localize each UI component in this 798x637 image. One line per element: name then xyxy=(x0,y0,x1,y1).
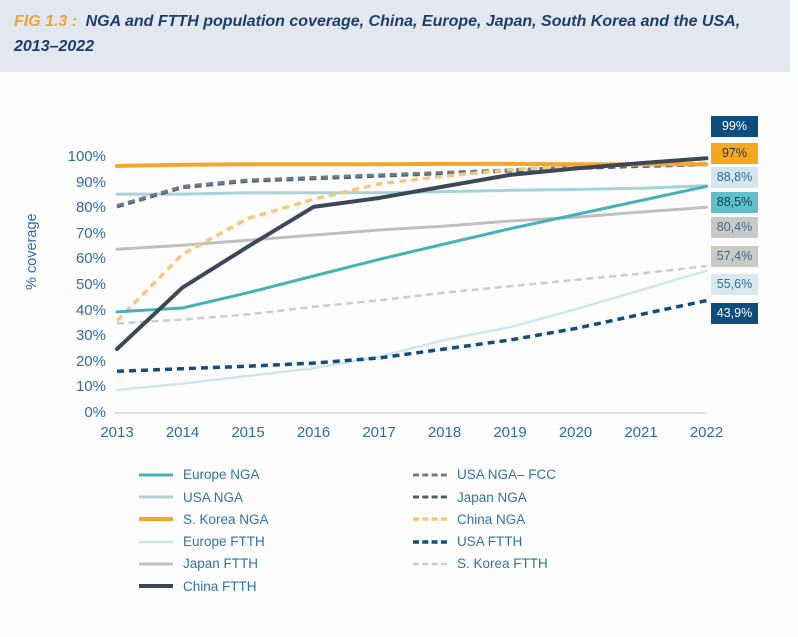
legend-label: Japan NGA xyxy=(457,489,527,505)
y-tick-label: 60% xyxy=(75,250,106,268)
figure-title: FIG 1.3 : NGA and FTTH population covera… xyxy=(14,10,772,60)
value-badge: 99% xyxy=(711,116,758,137)
x-tick-label: 2013 xyxy=(100,424,134,441)
series-line-japan-nga xyxy=(116,163,707,209)
x-tick-label: 2014 xyxy=(165,424,200,441)
series-line-japan-ftth xyxy=(115,205,708,251)
y-tick-label: 20% xyxy=(75,352,106,370)
y-tick-label: 0% xyxy=(84,404,106,421)
value-badge: 80,4% xyxy=(711,217,758,238)
legend-swatch xyxy=(413,562,447,566)
y-tick-label: 70% xyxy=(75,224,106,242)
legend-item-japan-ftth: Japan FTTH xyxy=(138,555,258,575)
legend-swatch xyxy=(413,539,447,544)
legend-swatch xyxy=(139,584,173,589)
legend-label: S. Korea FTTH xyxy=(457,556,548,572)
value-badge: 88,8% xyxy=(711,167,758,188)
legend-label: USA FTTH xyxy=(457,534,523,550)
x-tick-label: 2020 xyxy=(558,424,593,441)
legend-label: USA NGA– FCC xyxy=(457,467,557,483)
x-tick-label: 2016 xyxy=(296,424,331,441)
legend-label: S. Korea NGA xyxy=(183,511,269,527)
legend-item-s-korea-ftth: S. Korea FTTH xyxy=(412,555,548,575)
legend-swatch xyxy=(139,540,173,543)
figure-header-band: FIG 1.3 : NGA and FTTH population covera… xyxy=(0,0,790,72)
legend-label: China NGA xyxy=(457,511,526,527)
legend-label: USA NGA xyxy=(183,489,244,505)
y-tick-label: 50% xyxy=(75,276,106,293)
legend-swatch xyxy=(413,495,447,499)
legend-item-japan-nga: Japan NGA xyxy=(412,488,527,508)
value-badge: 88,5% xyxy=(711,192,758,213)
y-tick-label: 90% xyxy=(75,173,106,191)
legend-item-china-nga: China NGA xyxy=(412,511,525,531)
legend-item-europe-ftth: Europe FTTH xyxy=(138,533,265,553)
legend-item-usa-ftth: USA FTTH xyxy=(412,533,522,553)
series-line-china-ftth xyxy=(115,156,709,351)
x-tick-label: 2017 xyxy=(362,424,396,441)
legend-item-usa-nga-fcc: USA NGA– FCC xyxy=(412,466,556,486)
figure-title-text: NGA and FTTH population coverage, China,… xyxy=(14,13,741,55)
series-line-europe-ftth xyxy=(115,269,708,392)
value-badge: 55,6% xyxy=(711,274,758,295)
line-chart-canvas xyxy=(114,156,709,414)
y-tick-label: 80% xyxy=(75,199,106,217)
series-line-usa-nga-fcc xyxy=(116,162,707,208)
value-badge: 57,4% xyxy=(711,246,758,267)
legend-item-usa-nga: USA NGA xyxy=(138,488,243,508)
series-line-europe-nga xyxy=(115,184,708,314)
legend-swatch xyxy=(139,473,173,477)
legend-item-china-ftth: China FTTH xyxy=(138,578,257,598)
legend-swatch xyxy=(413,473,447,477)
x-tick-label: 2019 xyxy=(493,424,527,441)
value-badge: 97% xyxy=(711,143,758,164)
value-badge: 43,9% xyxy=(711,303,758,324)
legend-label: Europe NGA xyxy=(183,467,260,483)
x-tick-label: 2021 xyxy=(624,424,658,441)
x-tick-label: 2022 xyxy=(689,424,724,441)
x-tick-label: 2015 xyxy=(231,424,265,441)
legend-swatch xyxy=(413,517,447,522)
series-line-usa-ftth xyxy=(116,298,707,374)
legend-swatch xyxy=(139,495,173,499)
y-tick-label: 30% xyxy=(75,327,106,345)
y-tick-label: 10% xyxy=(75,378,106,396)
legend-swatch xyxy=(139,517,173,522)
legend-label: Japan FTTH xyxy=(183,556,259,572)
figure-number: FIG 1.3 : xyxy=(14,13,78,30)
x-tick-label: 2018 xyxy=(427,424,462,441)
series-line-s-korea-ftth xyxy=(116,264,707,325)
legend-swatch xyxy=(139,562,173,566)
legend-item-s-korea-nga: S. Korea NGA xyxy=(138,511,269,531)
y-tick-label: 100% xyxy=(67,148,106,165)
legend-label: China FTTH xyxy=(183,578,257,594)
y-tick-label: 40% xyxy=(75,301,106,319)
legend-item-europe-nga: Europe NGA xyxy=(138,466,260,486)
legend-label: Europe FTTH xyxy=(183,534,265,550)
